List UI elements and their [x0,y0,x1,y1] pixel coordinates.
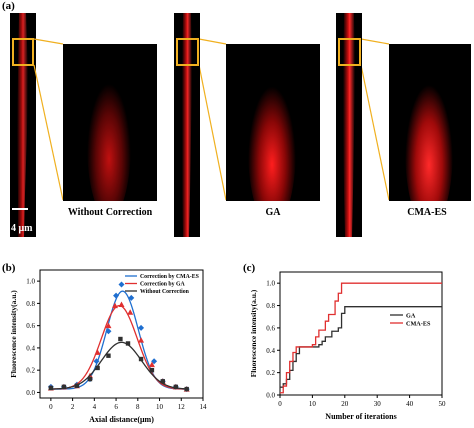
iteration-chart: 0 10 20 30 40 50 0.0 0.2 0.4 0.6 0.8 1.0 Number of i… [249,271,447,421]
data-point [113,292,120,299]
y-tick-label: 0.0 [266,392,275,400]
y-tick-label: 0.0 [26,389,35,397]
caption-ga: GA [265,207,281,218]
caption-cma-es: CMA-ES [407,207,447,218]
data-point [106,353,111,358]
data-point [118,336,123,342]
panel-c-label: (c) [243,262,256,274]
y-axis-label: Fluorescence intensity(a.u.) [249,289,258,377]
x-tick-label: 10 [309,400,317,408]
data-point [173,384,179,390]
zoom-without-correction [63,44,157,219]
caption-without-correction: Without Correction [67,207,153,218]
legend: Correction by CMA-ES Correction by GAWith… [125,274,199,295]
connector-lines [33,38,390,201]
data-point [127,309,134,315]
data-point [138,356,144,362]
x-tick-label: 12 [178,403,186,411]
y-tick-label: 0.6 [266,324,275,332]
x-tick-label: 50 [439,400,447,408]
x-tick-label: 2 [71,403,75,411]
x-tick-label: 0 [49,403,53,411]
data-point [94,349,101,355]
data-point [160,379,165,384]
y-tick-label: 0.6 [26,322,35,330]
strip-ga [174,13,200,237]
data-point [74,383,80,388]
step-line [280,306,442,388]
highlight-box-1 [12,38,34,66]
legend-entry: Without Correction [140,289,190,295]
x-tick-label: 30 [374,400,382,408]
data-point [118,301,125,308]
data-point [48,385,54,391]
fit-curve [50,341,187,390]
zoom-cma-es [389,44,471,229]
legend-entry: Correction by CMA-ES [140,274,199,280]
data-point [151,358,158,365]
data-point [87,376,93,382]
scale-bar [12,208,28,210]
legend-entry: Correction by GA [140,282,185,288]
y-axis-label: Fluorescence intensity(a.u.) [9,290,18,378]
y-tick-label: 1.0 [266,280,275,288]
plot-frame [279,271,443,396]
x-tick-label: 10 [156,403,164,411]
y-tick-label: 0.2 [26,367,35,375]
x-tick-label: 14 [200,403,208,411]
data-point [111,302,118,309]
y-tick-label: 0.8 [266,302,275,310]
legend-entry: CMA-ES [406,320,431,327]
x-axis-label: Number of iterations [325,412,396,421]
x-axis-label: Axial distance(μm) [89,415,154,424]
strip-signal-1 [17,13,28,237]
x-tick-label: 40 [406,400,414,408]
y-tick-label: 0.8 [26,300,35,308]
data-point [125,341,131,346]
plot-frame [39,269,204,399]
x-tick-label: 6 [114,403,118,411]
data-point [184,386,189,392]
data-point [118,281,125,288]
data-point [138,337,145,343]
strip-cma-es [336,13,362,237]
data-point [95,365,100,371]
zoom-ga [226,44,320,227]
data-point [138,324,145,331]
scale-bar-label: 4 μm [11,223,33,234]
y-tick-label: 0.4 [26,344,35,352]
data-point [128,294,135,301]
y-tick-label: 1.0 [26,278,35,286]
x-tick-label: 8 [136,403,140,411]
y-tick-label: 0.4 [266,347,275,355]
highlight-box-3 [338,38,361,66]
fit-curve [50,305,187,390]
gaussian-fit-chart: 0 2 4 6 8 10 12 14 0.0 0.2 0.4 0.6 0.8 1.0 Axial dista… [9,269,208,424]
legend-entry: GA [406,312,416,319]
x-tick-label: 0 [278,400,282,408]
panel-a-label: (a) [2,0,15,12]
strip-without-correction: 4 μm [10,13,36,237]
data-point [105,322,112,329]
highlight-box-2 [176,38,199,66]
data-point [105,328,112,335]
data-point [149,367,155,373]
data-point [148,361,155,368]
data-point [61,384,67,390]
x-tick-label: 20 [341,400,349,408]
panel-b-label: (b) [2,262,16,274]
y-tick-label: 0.2 [266,369,275,377]
step-line [280,282,442,394]
x-tick-label: 4 [93,403,97,411]
data-point [93,358,100,365]
